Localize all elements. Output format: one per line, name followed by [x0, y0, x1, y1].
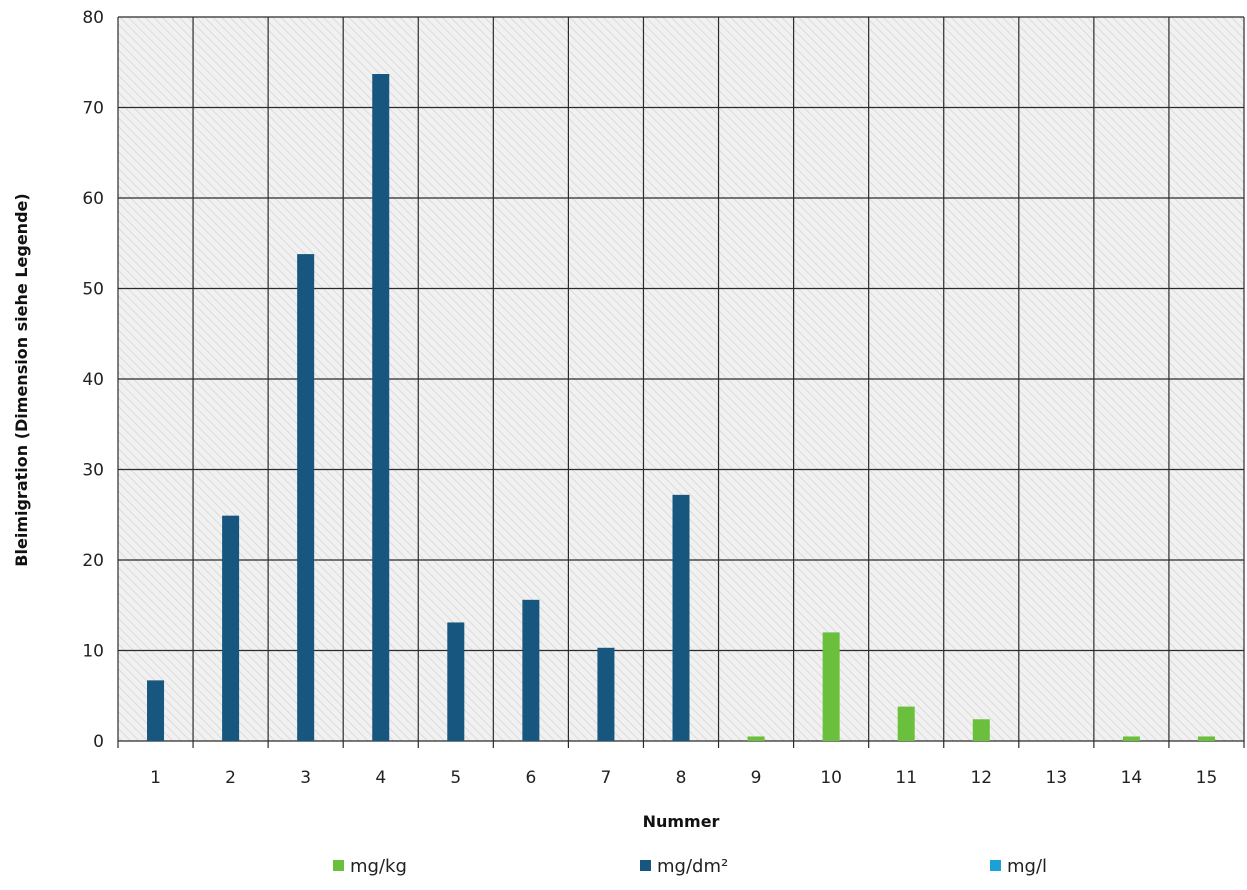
x-tick-label: 11	[895, 768, 917, 788]
x-tick-label: 3	[300, 768, 311, 788]
y-tick-label: 60	[82, 189, 104, 209]
bar-5-series-1	[447, 622, 465, 741]
bars	[147, 74, 1215, 742]
x-tick-label: 9	[751, 768, 762, 788]
y-axis-title: Bleimigration (Dimension siehe Legende)	[12, 193, 31, 566]
y-tick-label: 80	[82, 8, 104, 28]
x-tick-label: 15	[1196, 768, 1218, 788]
legend-label: mg/l	[1007, 856, 1047, 877]
legend: mg/kg mg/dm² mg/l	[333, 856, 1047, 877]
bar-11-series-0	[897, 706, 915, 741]
legend-swatch	[990, 860, 1001, 871]
y-tick-label: 0	[93, 732, 104, 752]
y-tick-label: 40	[82, 370, 104, 390]
y-tick-label: 30	[82, 461, 104, 481]
bar-3-series-1	[297, 254, 315, 742]
y-tick-label: 20	[82, 551, 104, 571]
x-tick-label: 10	[820, 768, 842, 788]
bar-1-series-1	[147, 680, 165, 741]
bar-8-series-1	[672, 494, 690, 741]
bar-15-series-0	[1197, 736, 1215, 741]
x-tick-label: 1	[150, 768, 161, 788]
legend-label: mg/dm²	[657, 856, 728, 877]
x-tick-label: 7	[601, 768, 612, 788]
x-tick-label: 13	[1046, 768, 1068, 788]
legend-label: mg/kg	[350, 856, 407, 877]
bar-7-series-1	[597, 647, 615, 741]
bar-4-series-1	[372, 74, 390, 741]
y-tick-label: 50	[82, 280, 104, 300]
bar-10-series-0	[822, 632, 840, 741]
bar-12-series-0	[972, 719, 990, 741]
x-tick-label: 14	[1121, 768, 1143, 788]
bar-6-series-1	[522, 599, 540, 741]
y-tick-label: 10	[82, 642, 104, 662]
x-tick-label: 5	[450, 768, 461, 788]
legend-swatch	[333, 860, 344, 871]
x-tick-label: 12	[970, 768, 992, 788]
x-tick-label: 2	[225, 768, 236, 788]
x-tick-label: 6	[525, 768, 536, 788]
x-tick-label: 8	[676, 768, 687, 788]
x-tick-label: 4	[375, 768, 386, 788]
y-tick-label: 70	[82, 99, 104, 119]
x-axis-title: Nummer	[643, 812, 720, 831]
bar-9-series-0	[747, 736, 765, 741]
legend-swatch	[640, 860, 651, 871]
bar-14-series-0	[1122, 736, 1140, 741]
bar-2-series-1	[222, 515, 240, 741]
